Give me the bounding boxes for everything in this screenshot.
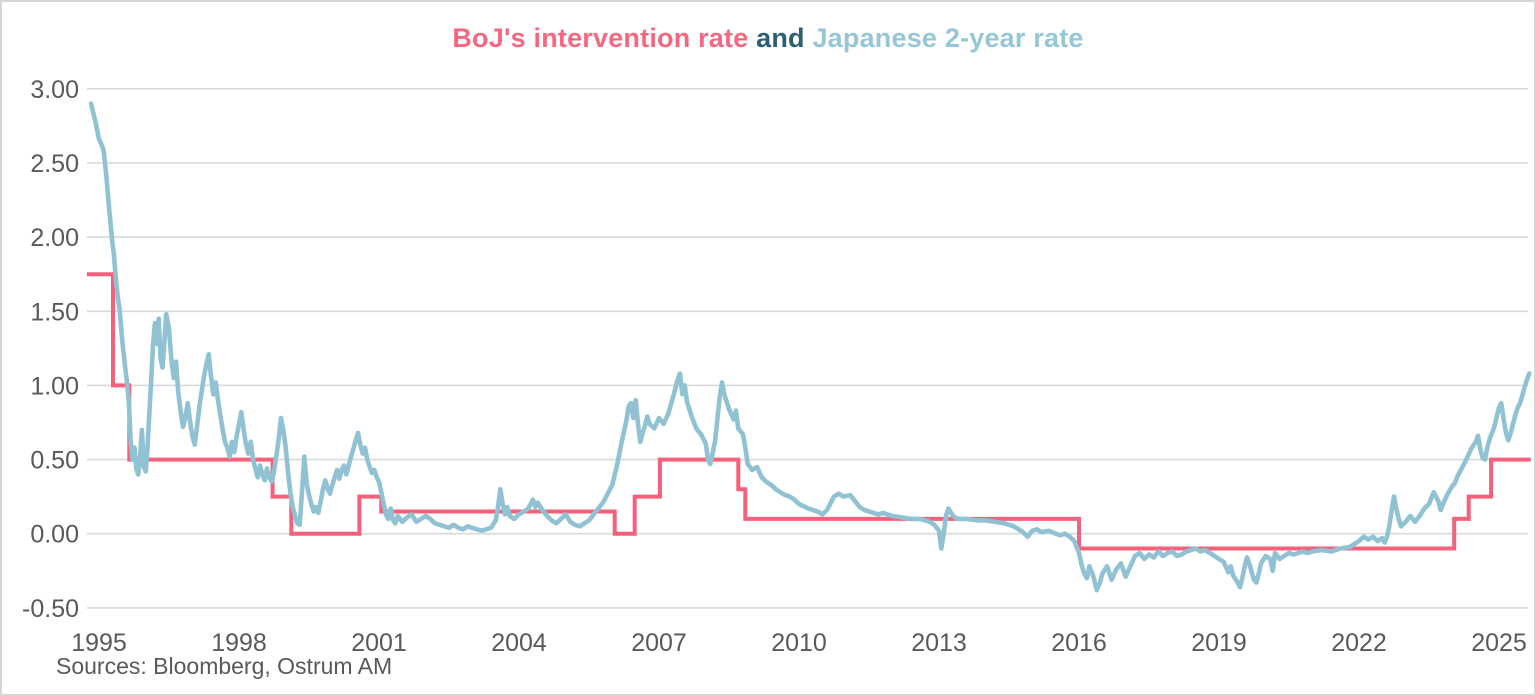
y-tick-label: 1.00: [30, 372, 79, 400]
source-note: Sources: Bloomberg, Ostrum AM: [56, 653, 393, 679]
x-tick-label: 1998: [211, 629, 267, 657]
title-2-year-rate-label: Japanese 2-year rate: [812, 23, 1084, 53]
title-intervention-rate-label: BoJ's intervention rate: [452, 23, 749, 53]
y-tick-label: 0.00: [30, 521, 79, 549]
x-tick-label: 1995: [71, 629, 127, 657]
two-year-rate-line: [88, 101, 1532, 593]
title-and-label: and: [748, 23, 813, 53]
y-tick-label: 2.00: [30, 224, 79, 252]
chart-title: BoJ's intervention rate and Japanese 2-y…: [2, 23, 1534, 54]
y-tick-label: 2.50: [30, 150, 79, 178]
x-tick-label: 2013: [911, 629, 967, 657]
x-tick-label: 2016: [1051, 629, 1107, 657]
y-tick-label: -0.50: [22, 595, 79, 623]
y-tick-label: 3.00: [30, 76, 79, 104]
x-tick-label: 2001: [351, 629, 407, 657]
x-tick-label: 2010: [771, 629, 827, 657]
y-tick-label: 1.50: [30, 298, 79, 326]
x-tick-label: 2004: [491, 629, 547, 657]
y-tick-label: 0.50: [30, 447, 79, 475]
x-tick-label: 2025: [1471, 629, 1527, 657]
x-tick-label: 2022: [1331, 629, 1387, 657]
x-tick-label: 2019: [1191, 629, 1247, 657]
x-tick-label: 2007: [631, 629, 687, 657]
